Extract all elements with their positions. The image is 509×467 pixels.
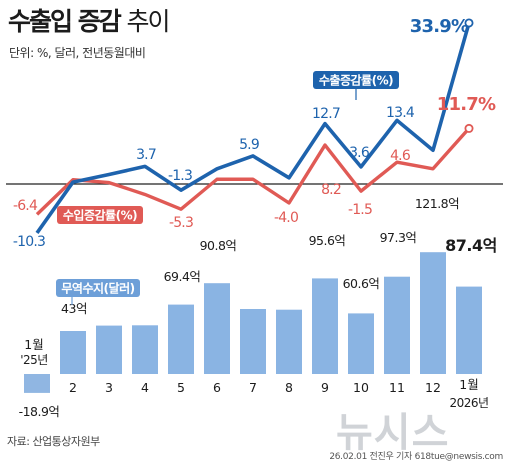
bar-4 (132, 325, 158, 374)
bar-value-label: 95.6억 (309, 233, 346, 248)
unit-note: 단위: %, 달러, 전년동월대비 (9, 46, 146, 60)
import-value-label: 11.7% (437, 94, 496, 115)
legend-export-box (313, 71, 399, 89)
legend-export: 수출증감률(%) (319, 73, 393, 88)
tick-label: 4 (141, 380, 149, 395)
import-value-label: 8.2 (321, 182, 341, 198)
export-value-label: -1.3 (168, 168, 192, 184)
legend-trade: 무역수지(달러) (61, 281, 134, 296)
tick-label: 3 (105, 380, 113, 395)
import-value-label: -4.0 (274, 210, 298, 226)
bar-8 (276, 309, 302, 374)
tick-label: 6 (213, 380, 221, 395)
tick-label: 9 (321, 380, 329, 395)
tick-label: 2 (69, 380, 77, 395)
import-value-label: -6.4 (13, 198, 38, 214)
tick-label: 12 (425, 380, 441, 395)
watermark-logo: 뉴시스 (336, 410, 450, 456)
bar-3 (96, 325, 122, 374)
legend-import-box (57, 206, 143, 224)
tick-label: 10 (353, 380, 369, 395)
bar-10 (348, 313, 374, 374)
bar-7 (240, 309, 266, 374)
bar-6 (204, 283, 230, 374)
tick-label: 7 (249, 380, 257, 395)
source-note: 자료: 산업통상자원부 (7, 435, 100, 448)
tick-label-month: 1월 (459, 377, 478, 392)
bar-value-label: 90.8억 (200, 238, 237, 253)
series-line-export (35, 22, 471, 234)
bar-value-label: -18.9억 (19, 404, 60, 419)
export-value-label: 3.7 (136, 147, 156, 163)
bar-value-label: 121.8억 (415, 196, 459, 211)
title-bold: 수출입 증감 (8, 7, 122, 36)
export-value-label: 5.9 (239, 137, 259, 153)
end-point-export (464, 18, 474, 28)
bar-9 (312, 278, 338, 374)
tick-label-year: '25년 (20, 353, 48, 367)
tick-label-year: 2026년 (449, 396, 488, 410)
legend-import: 수입증감률(%) (63, 208, 137, 223)
title-light: 추이 (126, 7, 170, 36)
tick-label-month: 1월 (24, 337, 43, 352)
bar-13 (456, 286, 482, 374)
bar-11 (384, 276, 410, 374)
export-value-label: 12.7 (312, 106, 340, 122)
credit-line: 26.02.01 전진우 기자 618tue@newsis.com (329, 452, 503, 462)
bar-value-label: 43억 (61, 301, 87, 316)
tick-label: 11 (389, 380, 405, 395)
tick-label: 5 (177, 380, 185, 395)
bar-value-label: 97.3억 (380, 230, 417, 245)
tick-label: 8 (285, 380, 293, 395)
bar-value-label: 87.4억 (445, 236, 497, 255)
import-value-label: 4.6 (390, 148, 411, 164)
page-title: 수출입 증감 추이 (8, 2, 170, 38)
import-value-label: -1.5 (348, 202, 372, 218)
bar-value-label: 69.4억 (164, 269, 201, 284)
bar-5 (168, 304, 194, 374)
bar-value-label: 60.6억 (343, 276, 380, 291)
export-value-label: 33.9% (410, 16, 469, 37)
bar-12 (420, 252, 446, 374)
legend-trade-box (56, 279, 140, 297)
export-value-label: -10.3 (13, 234, 45, 250)
bar-2 (60, 331, 86, 374)
import-value-label: -5.3 (169, 215, 193, 231)
end-point-import (464, 123, 474, 133)
export-value-label: 3.6 (349, 145, 370, 161)
export-value-label: 13.4 (386, 105, 415, 121)
bar-1 (24, 374, 50, 393)
series-line-import (35, 127, 471, 216)
